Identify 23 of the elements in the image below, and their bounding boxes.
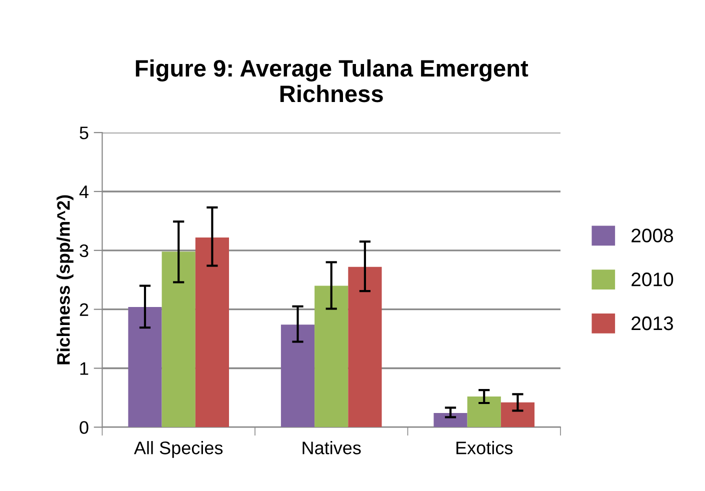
y-axis-title: Richness (spp/m^2) — [56, 195, 74, 364]
legend-label: 2013 — [632, 316, 674, 330]
bar — [280, 324, 315, 428]
legend-label: 2008 — [632, 228, 674, 242]
y-tick-label: 3 — [80, 244, 88, 258]
y-tick-label: 1 — [80, 362, 88, 375]
x-tick-label: Natives — [302, 441, 361, 454]
bar — [434, 413, 468, 428]
bar — [128, 306, 162, 428]
bar — [348, 266, 382, 428]
bar — [162, 252, 196, 428]
bar — [467, 396, 501, 428]
bar — [195, 237, 230, 428]
bar — [314, 286, 348, 428]
x-tick-label: All Species — [134, 441, 223, 458]
legend-label: 2010 — [632, 272, 674, 286]
y-tick-label: 5 — [80, 126, 88, 140]
chart-title: Figure 9: Average Tulana Emergent Richness — [136, 59, 528, 102]
bar — [500, 402, 535, 428]
x-tick-label: Exotics — [456, 441, 513, 454]
y-tick-label: 2 — [80, 303, 88, 316]
y-tick-label: 0 — [80, 421, 88, 434]
y-tick-label: 4 — [79, 186, 89, 198]
